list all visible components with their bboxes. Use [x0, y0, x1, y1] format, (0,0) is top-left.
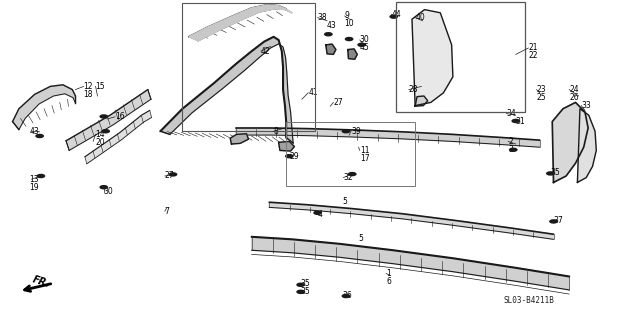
Text: 24: 24 [569, 85, 579, 94]
Polygon shape [13, 85, 75, 130]
Circle shape [285, 154, 294, 158]
Circle shape [35, 134, 44, 138]
Text: 32: 32 [343, 173, 353, 182]
Circle shape [342, 294, 350, 298]
Circle shape [357, 43, 366, 47]
Text: 27: 27 [333, 98, 343, 107]
Text: 44: 44 [391, 10, 401, 19]
Text: 31: 31 [516, 117, 525, 126]
Text: 45: 45 [360, 44, 370, 52]
Polygon shape [412, 10, 453, 106]
Text: 13: 13 [30, 175, 39, 184]
Text: 5: 5 [359, 234, 364, 243]
Text: 4: 4 [318, 210, 323, 219]
Circle shape [99, 114, 108, 119]
Polygon shape [230, 134, 248, 144]
Polygon shape [415, 96, 428, 106]
Text: 40: 40 [415, 13, 425, 22]
Text: 43: 43 [30, 127, 40, 136]
Text: 1: 1 [386, 269, 391, 278]
Circle shape [549, 219, 558, 224]
Polygon shape [577, 109, 596, 182]
Polygon shape [252, 237, 569, 290]
Text: 29: 29 [289, 152, 299, 161]
Circle shape [99, 185, 108, 189]
Polygon shape [85, 110, 152, 164]
Text: 3: 3 [508, 145, 513, 154]
Text: 38: 38 [318, 13, 327, 22]
Text: 7: 7 [165, 207, 170, 216]
Circle shape [313, 211, 322, 215]
Circle shape [324, 32, 333, 36]
Text: 21: 21 [528, 44, 538, 52]
Text: 16: 16 [115, 112, 125, 121]
Circle shape [511, 119, 520, 123]
Text: 17: 17 [360, 154, 369, 163]
Text: 19: 19 [30, 183, 39, 192]
Text: 15: 15 [96, 82, 105, 91]
Text: 10: 10 [345, 20, 354, 28]
Circle shape [36, 174, 45, 178]
Circle shape [342, 129, 350, 133]
Circle shape [296, 283, 305, 287]
Text: 43: 43 [327, 21, 337, 30]
Circle shape [169, 172, 177, 177]
Text: 6: 6 [386, 277, 391, 286]
Bar [286, 122, 415, 186]
Text: 9: 9 [345, 12, 350, 20]
Text: 5: 5 [343, 197, 348, 206]
Polygon shape [236, 128, 540, 147]
Text: 34: 34 [506, 109, 516, 118]
Polygon shape [552, 102, 588, 182]
Polygon shape [66, 90, 151, 150]
Text: 14: 14 [96, 130, 105, 139]
Text: 39: 39 [351, 127, 361, 136]
Circle shape [509, 148, 518, 152]
Text: 11: 11 [360, 146, 369, 155]
Bar [182, 3, 314, 131]
Text: FR.: FR. [31, 274, 52, 289]
Polygon shape [279, 141, 294, 151]
Text: 8: 8 [274, 127, 279, 136]
Circle shape [296, 290, 305, 294]
Text: 35: 35 [300, 287, 310, 296]
Text: 23: 23 [537, 85, 546, 94]
Bar [396, 2, 525, 112]
Circle shape [348, 172, 357, 176]
Text: 12: 12 [84, 82, 93, 91]
Text: 41: 41 [308, 88, 318, 97]
Circle shape [389, 14, 398, 19]
Text: SL03-B4211B: SL03-B4211B [503, 296, 554, 305]
Text: 22: 22 [528, 52, 538, 60]
Polygon shape [348, 49, 357, 59]
Text: 28: 28 [409, 85, 418, 94]
Text: 36: 36 [343, 292, 353, 300]
Circle shape [101, 129, 110, 133]
Text: 35: 35 [300, 279, 310, 288]
Polygon shape [326, 44, 336, 54]
Polygon shape [269, 202, 554, 239]
Text: 37: 37 [554, 216, 564, 225]
Text: 25: 25 [537, 93, 546, 102]
Text: 33: 33 [581, 101, 591, 110]
Text: 2: 2 [508, 137, 513, 146]
Text: 18: 18 [84, 90, 93, 99]
Text: 26: 26 [569, 93, 579, 102]
Text: 20: 20 [96, 138, 105, 147]
Text: 35: 35 [550, 168, 560, 177]
Polygon shape [160, 37, 293, 143]
Text: 42: 42 [261, 47, 270, 56]
Text: 27: 27 [165, 172, 174, 180]
Text: 30: 30 [104, 188, 114, 196]
Polygon shape [189, 5, 292, 41]
Circle shape [345, 37, 353, 41]
Text: 30: 30 [360, 36, 370, 44]
Circle shape [546, 171, 555, 176]
